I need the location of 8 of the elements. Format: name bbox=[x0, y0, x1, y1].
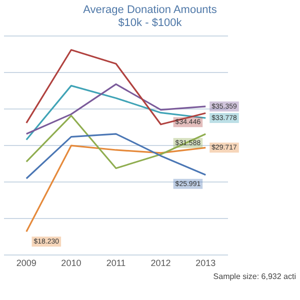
chart-subtitle: $10k - $100k bbox=[117, 17, 183, 30]
x-tick-label: 2011 bbox=[106, 258, 126, 268]
x-tick-label: 2009 bbox=[16, 258, 36, 268]
text: Sample size: 6,932 acti bbox=[213, 272, 296, 281]
x-tick-label: 2010 bbox=[61, 258, 82, 268]
x-tick-label: 2012 bbox=[150, 258, 171, 268]
chart-title: Average Donation Amounts bbox=[82, 4, 218, 17]
x-tick-label: 2013 bbox=[196, 258, 216, 268]
